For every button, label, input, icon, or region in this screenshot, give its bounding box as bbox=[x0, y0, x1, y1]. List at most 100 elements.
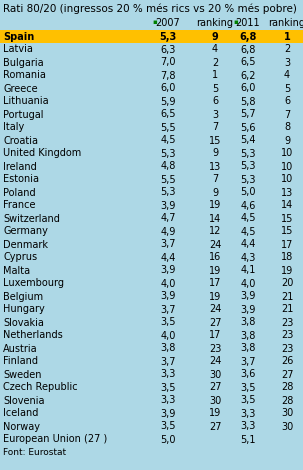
Text: 4,0: 4,0 bbox=[160, 330, 176, 340]
Text: 24: 24 bbox=[209, 305, 221, 314]
Text: 3,9: 3,9 bbox=[240, 305, 256, 314]
Text: Malta: Malta bbox=[3, 266, 30, 275]
Text: 9: 9 bbox=[212, 188, 218, 197]
Bar bbox=[0, 82, 303, 95]
Bar bbox=[0, 316, 303, 329]
Bar bbox=[0, 225, 303, 238]
Text: Austria: Austria bbox=[3, 344, 38, 353]
Text: 27: 27 bbox=[209, 318, 221, 328]
Text: ranking: ranking bbox=[268, 18, 303, 28]
Text: 16: 16 bbox=[209, 252, 221, 263]
Text: Czech Republic: Czech Republic bbox=[3, 383, 78, 392]
Text: Netherlands: Netherlands bbox=[3, 330, 63, 340]
Bar bbox=[0, 160, 303, 173]
Text: Hungary: Hungary bbox=[3, 305, 45, 314]
Text: 23: 23 bbox=[281, 318, 293, 328]
Text: 23: 23 bbox=[281, 344, 293, 353]
Bar bbox=[0, 264, 303, 277]
Text: 5,3: 5,3 bbox=[240, 149, 256, 158]
Text: Latvia: Latvia bbox=[3, 45, 33, 55]
Text: 5,5: 5,5 bbox=[160, 123, 176, 133]
Text: Iceland: Iceland bbox=[3, 408, 38, 418]
Text: United Kingdom: United Kingdom bbox=[3, 149, 81, 158]
Text: 28: 28 bbox=[281, 383, 293, 392]
Text: 15: 15 bbox=[281, 213, 293, 224]
Bar bbox=[0, 251, 303, 264]
Text: 10: 10 bbox=[281, 149, 293, 158]
Text: 9: 9 bbox=[284, 135, 290, 146]
Text: 6: 6 bbox=[284, 96, 290, 107]
Text: 5,3: 5,3 bbox=[240, 162, 256, 172]
Text: 5,3: 5,3 bbox=[160, 188, 176, 197]
Text: 3,8: 3,8 bbox=[240, 344, 256, 353]
Text: 5,3: 5,3 bbox=[159, 31, 177, 41]
Bar bbox=[0, 108, 303, 121]
Text: Denmark: Denmark bbox=[3, 240, 48, 250]
Text: 10: 10 bbox=[281, 174, 293, 185]
Text: Italy: Italy bbox=[3, 123, 24, 133]
Text: 15: 15 bbox=[281, 227, 293, 236]
Bar bbox=[0, 420, 303, 433]
Bar bbox=[0, 173, 303, 186]
Bar bbox=[0, 368, 303, 381]
Text: 3,9: 3,9 bbox=[160, 266, 176, 275]
Text: 5,0: 5,0 bbox=[160, 434, 176, 445]
Text: 27: 27 bbox=[209, 422, 221, 431]
Text: 3,3: 3,3 bbox=[160, 369, 176, 379]
Text: 6,8: 6,8 bbox=[239, 31, 257, 41]
Text: 5,5: 5,5 bbox=[160, 174, 176, 185]
Text: ▪: ▪ bbox=[233, 19, 238, 25]
Text: Rati 80/20 (ingressos 20 % més rics vs 20 % més pobre): Rati 80/20 (ingressos 20 % més rics vs 2… bbox=[3, 3, 297, 14]
Text: Spain: Spain bbox=[3, 31, 34, 41]
Bar bbox=[0, 56, 303, 69]
Text: 20: 20 bbox=[281, 279, 293, 289]
Text: 5: 5 bbox=[212, 84, 218, 94]
Text: 6,0: 6,0 bbox=[160, 84, 176, 94]
Text: 5,3: 5,3 bbox=[240, 174, 256, 185]
Text: 4,6: 4,6 bbox=[240, 201, 256, 211]
Text: Switzerland: Switzerland bbox=[3, 213, 60, 224]
Bar bbox=[0, 407, 303, 420]
Text: 18: 18 bbox=[281, 252, 293, 263]
Bar bbox=[0, 30, 303, 43]
Text: 3,7: 3,7 bbox=[160, 240, 176, 250]
Text: 5,6: 5,6 bbox=[240, 123, 256, 133]
Text: Estonia: Estonia bbox=[3, 174, 39, 185]
Text: 7: 7 bbox=[212, 123, 218, 133]
Text: 5,3: 5,3 bbox=[160, 149, 176, 158]
Text: 2011: 2011 bbox=[236, 18, 260, 28]
Text: 3,9: 3,9 bbox=[240, 291, 256, 301]
Text: 3,6: 3,6 bbox=[240, 369, 256, 379]
Bar bbox=[0, 69, 303, 82]
Text: Cyprus: Cyprus bbox=[3, 252, 37, 263]
Bar bbox=[0, 212, 303, 225]
Text: 21: 21 bbox=[281, 305, 293, 314]
Text: 5,1: 5,1 bbox=[240, 434, 256, 445]
Text: 7,0: 7,0 bbox=[160, 57, 176, 68]
Text: 4,0: 4,0 bbox=[160, 279, 176, 289]
Bar bbox=[0, 121, 303, 134]
Text: Sweden: Sweden bbox=[3, 369, 42, 379]
Text: 6: 6 bbox=[212, 96, 218, 107]
Text: 3,9: 3,9 bbox=[160, 201, 176, 211]
Text: 3,7: 3,7 bbox=[160, 357, 176, 367]
Text: 6,5: 6,5 bbox=[160, 110, 176, 119]
Text: 3: 3 bbox=[212, 110, 218, 119]
Text: 3,7: 3,7 bbox=[160, 305, 176, 314]
Text: 23: 23 bbox=[209, 344, 221, 353]
Text: 15: 15 bbox=[209, 135, 221, 146]
Text: 4,9: 4,9 bbox=[160, 227, 176, 236]
Text: 7,8: 7,8 bbox=[160, 70, 176, 80]
Text: 3,3: 3,3 bbox=[240, 408, 256, 418]
Text: 3,9: 3,9 bbox=[160, 291, 176, 301]
Text: 4,7: 4,7 bbox=[160, 213, 176, 224]
Bar bbox=[0, 433, 303, 446]
Text: 1: 1 bbox=[212, 70, 218, 80]
Text: Croatia: Croatia bbox=[3, 135, 38, 146]
Text: 19: 19 bbox=[209, 266, 221, 275]
Text: 6,8: 6,8 bbox=[240, 45, 256, 55]
Text: Finland: Finland bbox=[3, 357, 38, 367]
Text: ▪: ▪ bbox=[152, 19, 157, 25]
Text: 8: 8 bbox=[284, 123, 290, 133]
Text: 4,4: 4,4 bbox=[240, 240, 256, 250]
